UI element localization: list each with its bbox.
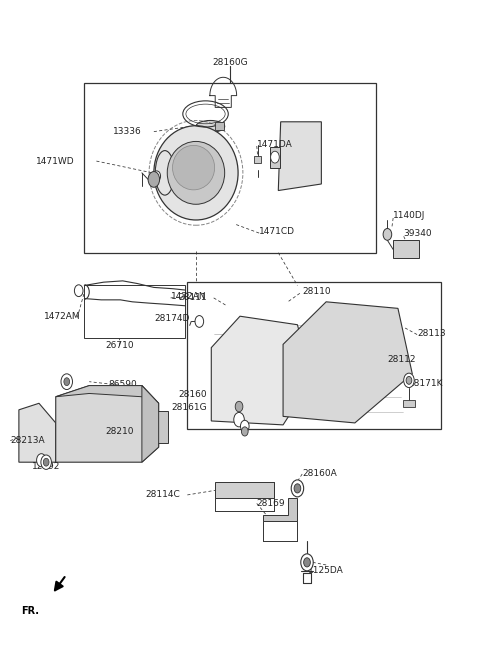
Circle shape xyxy=(195,316,204,327)
Bar xyxy=(393,239,420,258)
Bar xyxy=(84,285,185,338)
Text: 39340: 39340 xyxy=(404,229,432,238)
Text: FR.: FR. xyxy=(21,605,39,616)
Circle shape xyxy=(404,373,414,388)
Text: 28210: 28210 xyxy=(105,427,133,436)
Polygon shape xyxy=(19,403,56,462)
Ellipse shape xyxy=(154,126,238,220)
Polygon shape xyxy=(56,386,158,462)
Text: 28113: 28113 xyxy=(417,329,446,338)
Circle shape xyxy=(153,171,160,181)
Circle shape xyxy=(235,401,243,412)
Circle shape xyxy=(43,459,49,466)
Polygon shape xyxy=(283,302,412,423)
Ellipse shape xyxy=(196,121,225,133)
Text: 1472AM: 1472AM xyxy=(44,312,80,321)
Circle shape xyxy=(41,455,51,470)
Text: 28160: 28160 xyxy=(179,390,207,399)
Circle shape xyxy=(301,554,313,571)
Text: 1140DJ: 1140DJ xyxy=(393,211,426,220)
Text: 1471CD: 1471CD xyxy=(259,226,295,236)
Text: 13336: 13336 xyxy=(113,127,142,136)
Bar xyxy=(187,282,441,430)
Circle shape xyxy=(234,413,244,427)
Ellipse shape xyxy=(172,146,215,190)
Text: 28110: 28110 xyxy=(302,287,331,297)
Circle shape xyxy=(148,172,159,187)
Text: 28111: 28111 xyxy=(178,293,206,302)
Bar xyxy=(215,123,224,131)
Circle shape xyxy=(294,483,301,493)
Text: 28161G: 28161G xyxy=(172,403,207,413)
Circle shape xyxy=(240,420,249,432)
Text: 12492: 12492 xyxy=(32,462,60,471)
Text: 1472AN: 1472AN xyxy=(170,292,206,301)
Polygon shape xyxy=(211,316,312,425)
Text: 28160A: 28160A xyxy=(302,470,337,478)
Ellipse shape xyxy=(167,142,225,204)
Circle shape xyxy=(406,377,412,384)
Text: 1471WD: 1471WD xyxy=(36,157,75,165)
Polygon shape xyxy=(56,386,158,403)
Text: 28169: 28169 xyxy=(257,499,286,508)
Bar xyxy=(270,147,280,168)
Polygon shape xyxy=(215,482,274,498)
Circle shape xyxy=(61,374,72,390)
Text: 28160G: 28160G xyxy=(213,58,248,68)
Text: 86590: 86590 xyxy=(108,380,137,390)
Polygon shape xyxy=(263,498,298,521)
Text: 28171K: 28171K xyxy=(408,379,443,388)
Circle shape xyxy=(74,285,83,297)
Circle shape xyxy=(271,152,279,163)
Circle shape xyxy=(241,427,248,436)
Text: 1471DA: 1471DA xyxy=(257,140,292,149)
Circle shape xyxy=(383,228,392,240)
Text: 26710: 26710 xyxy=(105,340,134,350)
Text: 28174D: 28174D xyxy=(155,314,190,323)
Text: 1125DA: 1125DA xyxy=(308,565,344,575)
Circle shape xyxy=(64,378,70,386)
Text: 28213A: 28213A xyxy=(10,436,45,445)
Bar xyxy=(254,157,261,163)
Circle shape xyxy=(291,480,304,497)
Bar xyxy=(84,83,376,253)
Polygon shape xyxy=(142,386,158,462)
Text: 28112: 28112 xyxy=(387,355,416,364)
Circle shape xyxy=(304,558,311,567)
Circle shape xyxy=(36,454,46,467)
Bar xyxy=(142,411,168,443)
Bar xyxy=(403,400,415,407)
Polygon shape xyxy=(278,122,322,190)
Text: 28114C: 28114C xyxy=(145,491,180,499)
